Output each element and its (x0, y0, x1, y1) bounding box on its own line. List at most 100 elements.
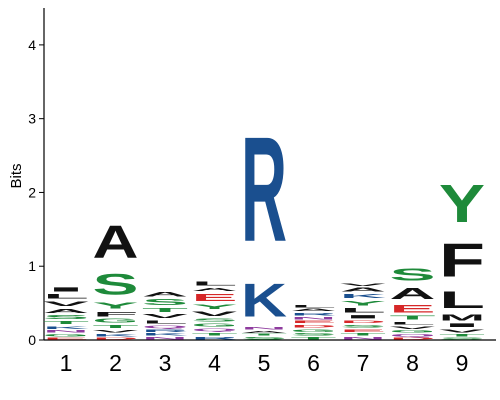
position-label: 8 (406, 350, 419, 376)
logo-letter-e: E (389, 302, 435, 314)
logo-letter-g: G (291, 328, 337, 332)
logo-letter-s: S (340, 324, 386, 328)
logo-letter-v: V (389, 325, 436, 329)
logo-letter-s: S (43, 314, 89, 320)
logo-letter-v: V (192, 311, 238, 318)
logo-letter-a: A (389, 285, 435, 303)
logo-letter-r: R (291, 312, 337, 316)
logo-letters: EGNKTSAVLIDKVTGFYSANKRQLVTSARTQGSVYEALST… (43, 107, 486, 340)
position-label: 2 (109, 350, 122, 376)
logo-letter-f: F (439, 234, 485, 287)
logo-letter-l: L (291, 305, 337, 309)
logo-letter-t: T (93, 324, 139, 329)
logo-letter-q: Q (390, 333, 436, 337)
logo-letter-s: S (389, 265, 435, 285)
logo-letter-t: T (340, 333, 386, 337)
logo-letter-y: Y (439, 174, 485, 234)
logo-letter-n: N (291, 316, 337, 320)
y-tick-label: 1 (28, 258, 36, 274)
logo-letter-e: E (340, 328, 386, 332)
logo-letter-v: V (142, 314, 189, 320)
logo-letter-a: A (291, 308, 337, 312)
position-label: 9 (456, 350, 469, 376)
logo-letter-l: L (43, 293, 89, 300)
logo-letter-y: Y (92, 301, 138, 310)
logo-letter-a: A (43, 307, 89, 314)
logo-letter-l: L (439, 287, 485, 314)
logo-letter-t: T (439, 333, 485, 337)
logo-letter-a: A (192, 287, 238, 292)
logo-letter-a: A (142, 291, 188, 298)
logo-letter-s: S (241, 336, 287, 340)
position-labels: 1 2 3 4 5 6 7 8 9 (60, 350, 469, 376)
logo-letter-r: R (192, 336, 238, 340)
logo-letter-k: K (142, 333, 189, 337)
logo-letter-s: S (92, 268, 138, 301)
logo-letter-v: V (439, 328, 486, 333)
logo-letter-e: E (191, 292, 237, 303)
logo-letter-s: S (439, 337, 485, 340)
y-ticks: 0 1 2 3 4 (28, 37, 44, 348)
logo-letter-t: T (389, 315, 436, 321)
logo-letter-s: S (142, 298, 188, 307)
logo-letter-a: A (340, 287, 386, 293)
position-label: 7 (357, 350, 370, 376)
logo-letter-m: M (439, 314, 485, 323)
logo-letter-a: A (241, 330, 287, 333)
logo-letter-g: G (390, 330, 436, 334)
logo-letter-s: S (291, 333, 337, 337)
logo-letter-n: N (43, 330, 89, 334)
logo-letter-s: S (192, 317, 238, 322)
logo-letter-y: Y (192, 303, 238, 310)
logo-letter-f: F (92, 311, 138, 318)
logo-letter-l: L (390, 321, 436, 325)
logo-letter-l: L (142, 319, 188, 324)
position-label: 1 (60, 350, 73, 376)
y-axis-label: Bits (8, 163, 25, 188)
logo-letter-a: A (92, 216, 138, 267)
logo-letter-n: N (241, 327, 287, 331)
logo-letter-e: E (43, 337, 89, 340)
logo-letter-v: V (340, 283, 387, 287)
logo-letter-g: G (43, 333, 89, 337)
logo-letter-k: K (340, 293, 386, 300)
logo-letter-l: L (340, 307, 386, 314)
logo-letter-k: K (93, 333, 140, 337)
logo-letter-n: N (142, 336, 188, 340)
logo-letter-t: T (142, 307, 189, 314)
y-tick-label: 2 (28, 184, 36, 200)
logo-letter-i: I (43, 286, 89, 293)
position-label: 3 (159, 350, 172, 376)
logo-letter-k: K (241, 273, 288, 326)
logo-letter-d: D (390, 337, 436, 340)
logo-letter-e: E (291, 320, 337, 324)
position-label: 5 (258, 350, 271, 376)
logo-letter-t: T (291, 336, 337, 340)
logo-letter-l: L (191, 281, 237, 287)
logo-letter-r: R (142, 329, 188, 333)
logo-letter-v: V (43, 300, 89, 307)
position-label: 4 (208, 350, 221, 376)
logo-letter-r: R (241, 107, 287, 274)
logo-letter-q: Q (142, 324, 188, 328)
logo-letter-g: G (92, 318, 138, 324)
y-tick-label: 3 (28, 111, 36, 127)
logo-letter-n: N (340, 336, 386, 340)
logo-letter-t: T (43, 320, 89, 325)
logo-letter-i: I (340, 314, 386, 319)
logo-letter-i: I (439, 322, 485, 328)
position-label: 6 (307, 350, 320, 376)
logo-letter-t: T (192, 332, 238, 336)
logo-letter-v: V (92, 329, 139, 333)
logo-letter-y: Y (340, 300, 386, 307)
y-tick-label: 4 (28, 37, 36, 53)
y-tick-label: 0 (28, 332, 36, 348)
logo-letter-d: D (291, 324, 337, 328)
logo-letter-t: T (241, 333, 287, 336)
logo-letter-d: D (340, 319, 386, 323)
logo-letter-q: Q (192, 327, 238, 331)
logo-letter-k: K (43, 325, 90, 329)
logo-letter-d: D (93, 337, 139, 340)
logo-letter-g: G (192, 322, 238, 327)
